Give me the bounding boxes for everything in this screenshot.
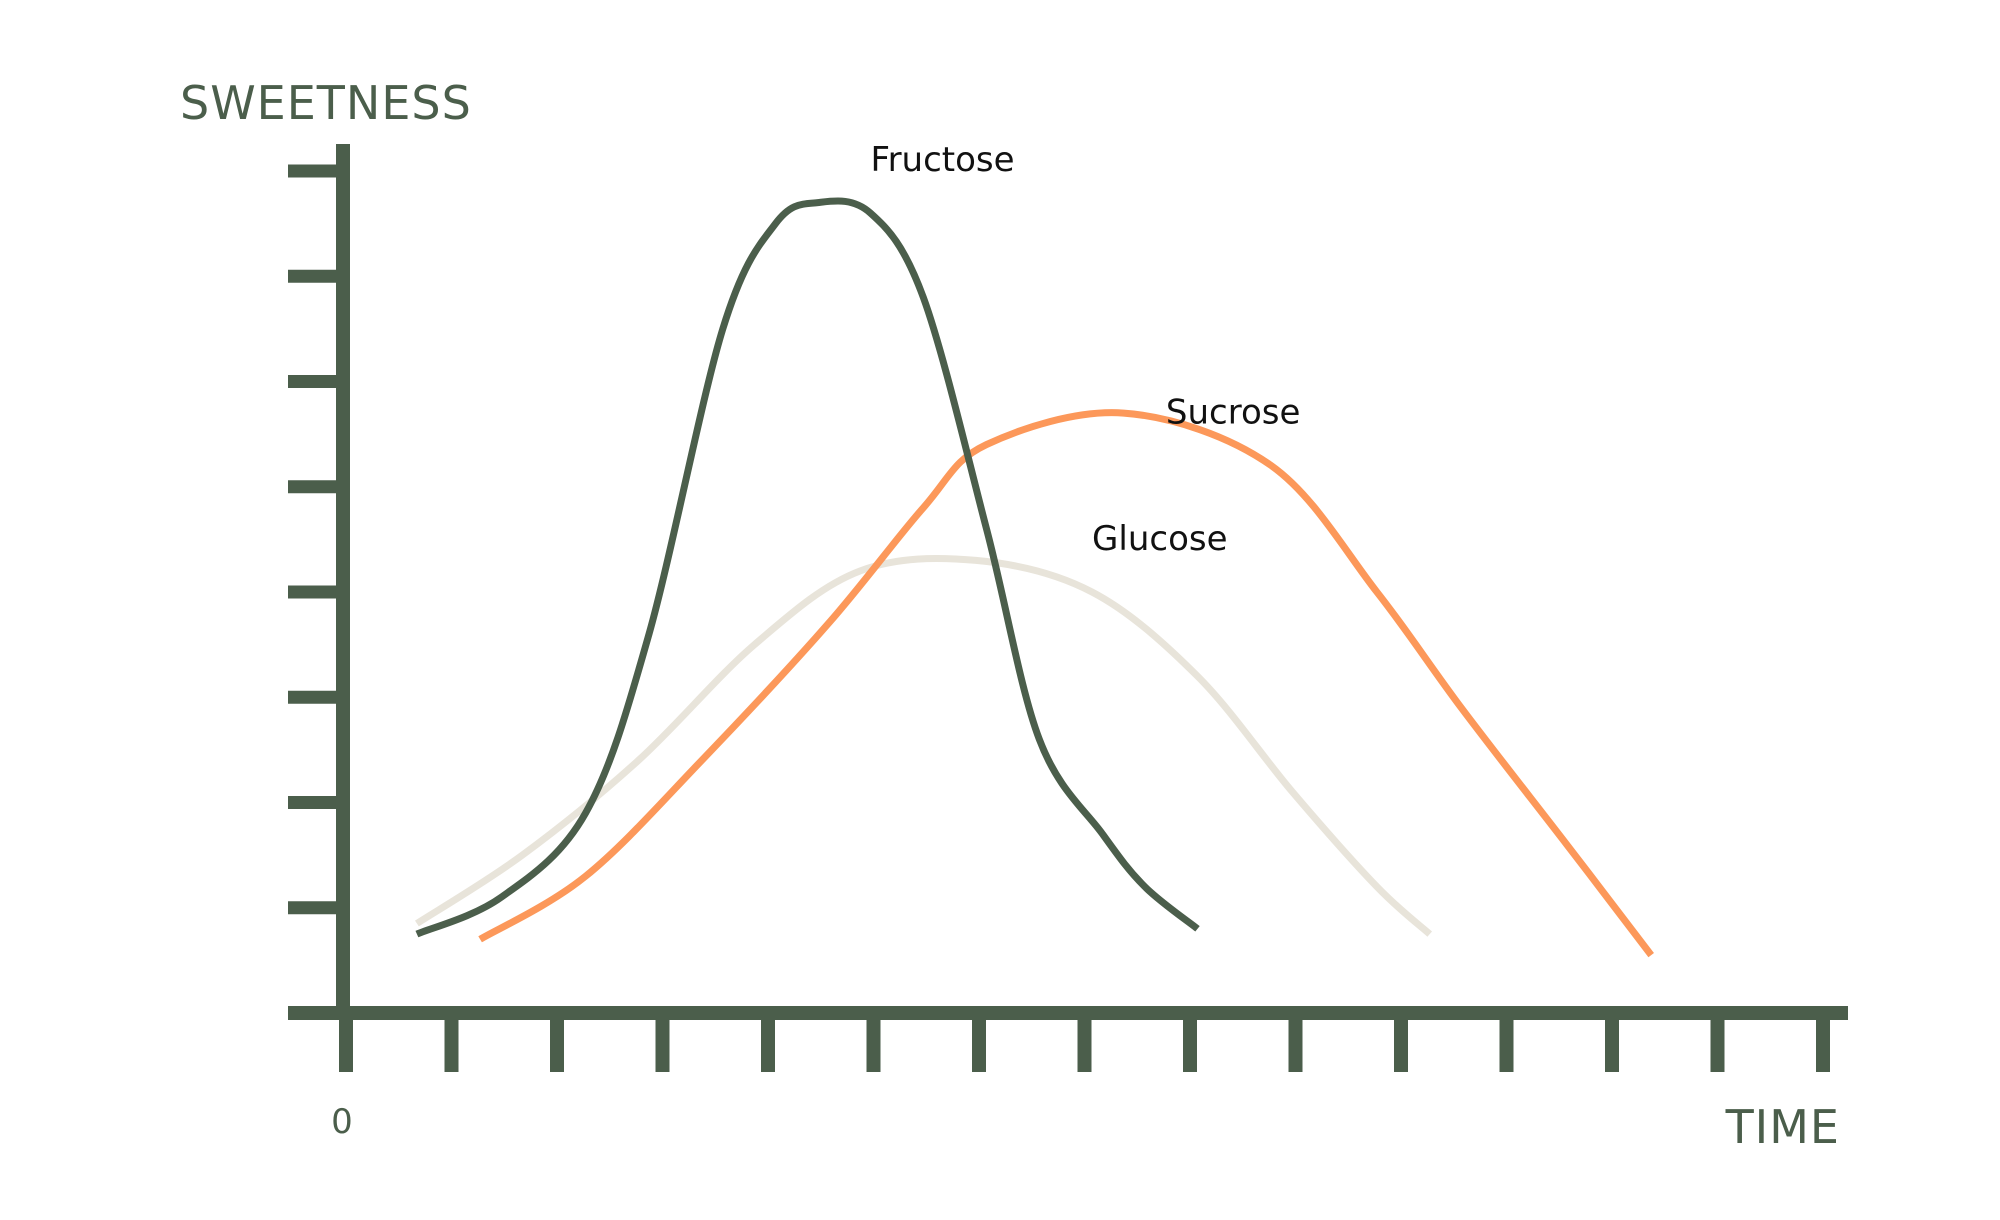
series-line-sucrose	[478, 409, 1654, 958]
series-label-sucrose: Sucrose	[1166, 393, 1301, 433]
series-line-fructose	[415, 197, 1200, 938]
y-axis-title: SWEETNESS	[180, 76, 472, 130]
x-axis-ticks	[339, 1013, 1830, 1072]
series-line-glucose	[414, 554, 1433, 937]
series-lines	[414, 197, 1654, 958]
x-axis-origin-label: 0	[331, 1102, 353, 1142]
series-labels: Fructose Sucrose Glucose	[871, 140, 1301, 559]
series-label-fructose: Fructose	[871, 140, 1015, 180]
y-axis-ticks	[288, 164, 343, 915]
x-axis-title: TIME	[1725, 1100, 1840, 1154]
series-label-glucose: Glucose	[1092, 519, 1227, 559]
